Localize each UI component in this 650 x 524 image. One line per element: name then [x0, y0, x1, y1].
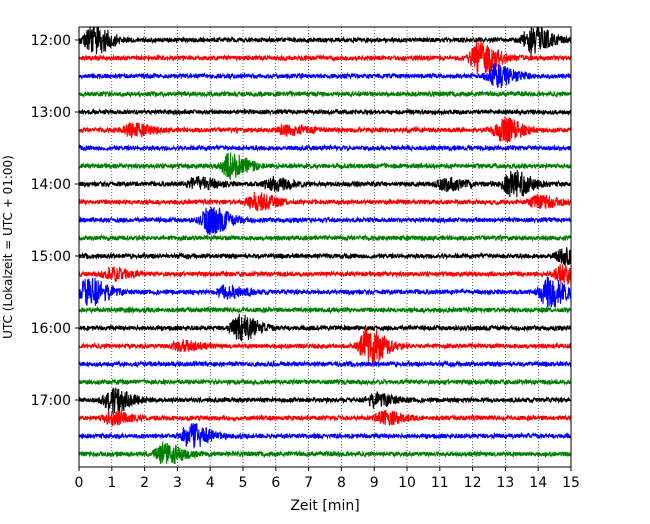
trace-1345 — [79, 152, 571, 180]
x-tick-label: 13 — [496, 475, 514, 491]
x-tick-label: 3 — [173, 475, 182, 491]
y-tick-label: 16:00 — [31, 321, 71, 337]
x-tick-label: 12 — [464, 475, 482, 491]
trace-1715 — [79, 409, 571, 427]
x-tick-label: 1 — [107, 475, 116, 491]
y-tick-label: 14:00 — [31, 177, 71, 193]
trace-1615 — [79, 326, 571, 364]
trace-1700 — [79, 387, 571, 414]
x-tick-label: 2 — [140, 475, 149, 491]
x-tick-label: 0 — [75, 475, 84, 491]
y-tick-label: 12:00 — [31, 33, 71, 49]
trace-1330 — [79, 143, 571, 153]
trace-1200 — [79, 27, 571, 57]
trace-1530 — [79, 276, 571, 308]
trace-1600 — [79, 313, 571, 342]
trace-1245 — [79, 89, 571, 99]
x-tick-label: 7 — [304, 475, 313, 491]
y-tick-label: 13:00 — [31, 105, 71, 121]
trace-1230 — [79, 63, 571, 88]
x-tick-label: 6 — [271, 475, 280, 491]
axes-frame — [78, 26, 572, 468]
trace-1215 — [79, 39, 571, 75]
trace-1630 — [79, 359, 571, 369]
y-axis-label: UTC (Lokalzeit = UTC + 01:00) — [1, 155, 15, 339]
seismic-traces — [79, 27, 571, 465]
trace-1400 — [79, 169, 571, 198]
trace-1445 — [79, 233, 571, 243]
trace-1745 — [79, 441, 571, 465]
y-tick-label: 15:00 — [31, 249, 71, 265]
x-axis-ticks: 0 1 2 3 4 5 6 7 8 9 10 11 12 13 14 15 — [75, 467, 580, 491]
trace-1300 — [79, 107, 571, 117]
trace-1415 — [79, 191, 571, 212]
x-tick-label: 14 — [529, 475, 547, 491]
trace-1500 — [79, 247, 571, 266]
x-tick-label: 8 — [337, 475, 346, 491]
trace-1545 — [79, 305, 571, 315]
grid-lines — [111, 27, 539, 467]
trace-1515 — [79, 264, 571, 285]
y-tick-label: 17:00 — [31, 393, 71, 409]
x-tick-label: 11 — [431, 475, 449, 491]
trace-1730 — [79, 422, 571, 449]
x-axis-label: Zeit [min] — [290, 498, 359, 514]
trace-1430 — [79, 206, 571, 236]
x-tick-label: 5 — [239, 475, 248, 491]
x-tick-label: 15 — [562, 475, 580, 491]
x-tick-label: 4 — [206, 475, 215, 491]
y-axis-ticks: 12:00 13:00 14:00 15:00 16:00 17:00 — [31, 33, 79, 409]
x-tick-label: 10 — [398, 475, 416, 491]
trace-1315 — [79, 116, 571, 144]
x-tick-label: 9 — [370, 475, 379, 491]
trace-1645 — [79, 377, 571, 387]
